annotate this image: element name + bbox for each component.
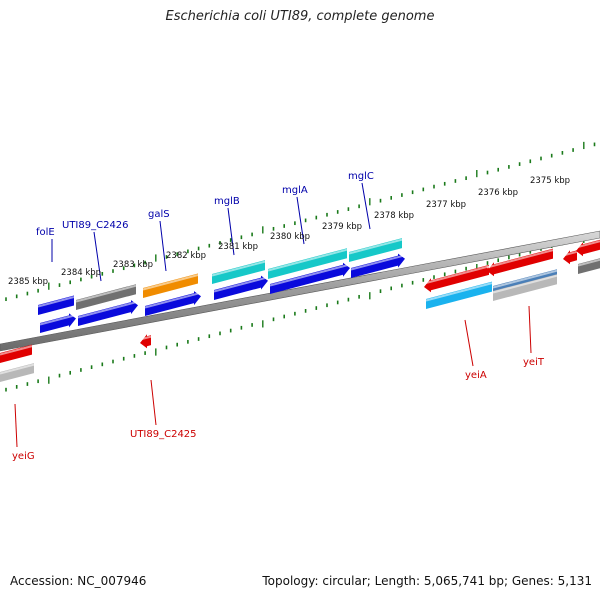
accession-text: Accession: NC_007946	[10, 574, 147, 588]
gene-label-yeiG: yeiG	[12, 451, 35, 462]
gene-yeiT-feature	[487, 248, 553, 277]
sequence-backbone	[0, 230, 600, 352]
kbp-label-2379: 2379 kbp	[322, 222, 362, 232]
gene-features	[0, 238, 600, 382]
leader-mglC	[361, 182, 371, 230]
gene-c2426-inner-feature-highlight	[77, 300, 139, 319]
kbp-label-2380: 2380 kbp	[270, 232, 310, 242]
leader-mglB	[227, 207, 235, 256]
leader-galS	[159, 220, 167, 272]
kbp-label-2375: 2375 kbp	[530, 176, 570, 186]
gene-yeiA-inner-feature-highlight	[425, 282, 493, 302]
gene-label-c2426: UTI89_C2426	[62, 220, 129, 231]
gene-right-edge-b-feature-highlight	[575, 240, 600, 249]
gene-right-edge-c-feature-highlight	[577, 258, 600, 267]
gene-label-c2425: UTI89_C2425	[130, 429, 197, 440]
gene-mglC-inner-feature-highlight	[350, 254, 406, 271]
gene-yeiT-feature-highlight	[486, 249, 554, 269]
gene-galS-inner-feature-highlight	[144, 291, 202, 309]
leader-yeiG	[14, 403, 18, 448]
ruler-bottom	[5, 233, 596, 392]
gene-right-edge-a-feature-highlight	[562, 250, 578, 257]
map-title: Escherichia coli UTI89, complete genome	[165, 9, 435, 24]
gene-yeiT-inner-feature-highlight	[492, 269, 558, 289]
gene-mglB-feature-highlight	[211, 260, 266, 277]
kbp-label-2383: 2383 kbp	[113, 260, 153, 270]
kbp-label-2377: 2377 kbp	[426, 200, 466, 210]
gene-label-folE: folE	[36, 227, 55, 238]
gene-mglA-feature-highlight	[267, 248, 348, 272]
kbp-label-2376: 2376 kbp	[478, 188, 518, 198]
coordinate-ruler	[5, 141, 596, 392]
gene-c2425-feature-highlight	[139, 335, 152, 341]
gene-labels: folE UTI89_C2426 galS mglB mglA mglC UTI89_C24…	[12, 171, 545, 462]
gene-mglB-inner-feature-highlight	[213, 276, 269, 293]
gene-c2426-feature-highlight	[75, 284, 137, 303]
leader-mglA	[296, 196, 305, 245]
gene-label-mglA: mglA	[282, 185, 308, 196]
gene-yeiG-inner-feature-highlight	[0, 363, 35, 375]
kbp-label-2381: 2381 kbp	[218, 242, 258, 252]
gene-label-mglB: mglB	[214, 196, 240, 207]
label-leaders	[14, 182, 532, 448]
leader-yeiA	[464, 319, 474, 367]
kbp-label-2385: 2385 kbp	[8, 277, 48, 287]
gene-yeiT-inner-lower-feature-highlight	[492, 274, 558, 294]
gene-folE-inner-feature-highlight	[39, 314, 77, 326]
gene-label-mglC: mglC	[348, 171, 374, 182]
gene-label-yeiA: yeiA	[465, 370, 487, 381]
leader-c2426	[93, 231, 102, 282]
gene-galS-feature-highlight	[142, 274, 199, 291]
leader-c2425	[150, 379, 157, 426]
gene-yeiG-feature-highlight	[0, 345, 33, 356]
gene-yeiA-feature	[424, 264, 489, 293]
leader-yeiT	[528, 305, 532, 354]
gene-label-galS: galS	[148, 209, 170, 220]
ruler-top	[5, 141, 596, 302]
gene-mglA-inner-feature-highlight	[269, 263, 351, 287]
gene-folE-feature-highlight	[37, 296, 75, 308]
backbone-line	[0, 230, 600, 352]
gene-label-yeiT: yeiT	[523, 357, 545, 368]
gene-mglC-feature-highlight	[348, 238, 403, 255]
kbp-labels: 2385 kbp 2384 kbp 2383 kbp 2382 kbp 2381 kbp…	[8, 176, 570, 287]
kbp-label-2384: 2384 kbp	[61, 268, 101, 278]
kbp-label-2378: 2378 kbp	[374, 211, 414, 221]
gene-right-edge-b-feature	[576, 239, 600, 257]
genome-stats-text: Topology: circular; Length: 5,065,741 bp…	[262, 574, 592, 588]
gene-yeiA-feature-highlight	[423, 265, 490, 285]
kbp-label-2382: 2382 kbp	[166, 251, 206, 261]
